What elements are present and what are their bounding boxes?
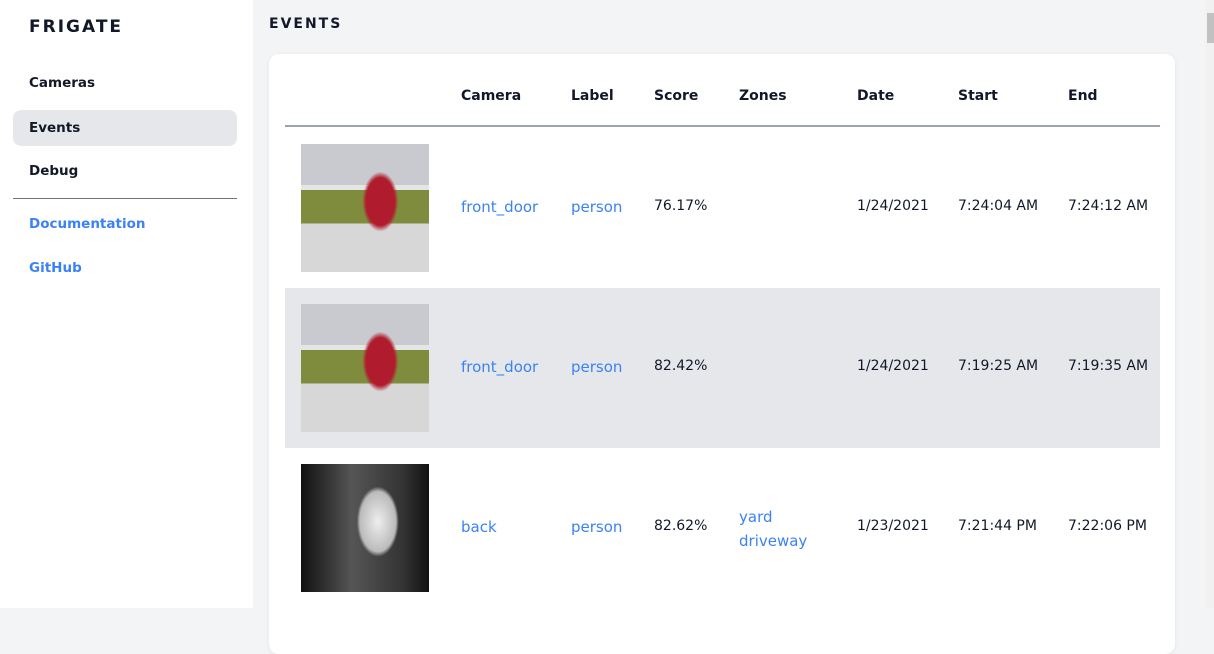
zone-link[interactable]: driveway — [739, 532, 808, 550]
zone-link[interactable]: yard — [739, 508, 773, 526]
end-cell: 7:19:35 AM — [1068, 358, 1149, 374]
sidebar-item-debug[interactable]: Debug — [29, 163, 79, 179]
header-end: End — [1068, 88, 1098, 104]
header-zones: Zones — [739, 88, 787, 104]
brand-logo: FRIGATE — [29, 17, 124, 37]
date-cell: 1/24/2021 — [857, 198, 929, 214]
page-title: EVENTS — [269, 16, 343, 32]
label-link[interactable]: person — [571, 518, 623, 536]
sidebar: FRIGATE Cameras Events Debug Documentati… — [0, 0, 253, 608]
camera-link[interactable]: front_door — [461, 358, 539, 376]
score-cell: 82.62% — [654, 518, 708, 534]
zones-cell: yard driveway — [739, 505, 807, 553]
end-cell: 7:22:06 PM — [1068, 518, 1147, 534]
event-thumbnail[interactable] — [301, 464, 429, 592]
date-cell: 1/23/2021 — [857, 518, 929, 534]
camera-link[interactable]: back — [461, 518, 497, 536]
start-cell: 7:24:04 AM — [958, 198, 1039, 214]
header-label: Label — [571, 88, 614, 104]
header-start: Start — [958, 88, 998, 104]
sidebar-item-cameras[interactable]: Cameras — [29, 75, 96, 91]
table-row[interactable]: front_door person 76.17% 1/24/2021 7:24:… — [285, 128, 1160, 288]
start-cell: 7:21:44 PM — [958, 518, 1037, 534]
scrollbar-thumb[interactable] — [1207, 13, 1214, 43]
table-row[interactable]: front_door person 82.42% 1/24/2021 7:19:… — [285, 288, 1160, 448]
event-thumbnail[interactable] — [301, 144, 429, 272]
header-camera: Camera — [461, 88, 522, 104]
header-score: Score — [654, 88, 699, 104]
date-cell: 1/24/2021 — [857, 358, 929, 374]
header-date: Date — [857, 88, 895, 104]
camera-link[interactable]: front_door — [461, 198, 539, 216]
table-header: Camera Label Score Zones Date Start End — [285, 54, 1160, 127]
start-cell: 7:19:25 AM — [958, 358, 1039, 374]
event-thumbnail[interactable] — [301, 304, 429, 432]
events-table: Camera Label Score Zones Date Start End … — [269, 54, 1175, 654]
sidebar-link-github[interactable]: GitHub — [29, 260, 82, 276]
label-link[interactable]: person — [571, 198, 623, 216]
label-link[interactable]: person — [571, 358, 623, 376]
sidebar-divider — [13, 198, 237, 199]
end-cell: 7:24:12 AM — [1068, 198, 1149, 214]
scrollbar[interactable] — [1206, 0, 1214, 608]
score-cell: 76.17% — [654, 198, 708, 214]
score-cell: 82.42% — [654, 358, 708, 374]
sidebar-item-events[interactable]: Events — [13, 110, 237, 146]
table-row[interactable]: back person 82.62% yard driveway 1/23/202… — [285, 448, 1160, 608]
sidebar-link-documentation[interactable]: Documentation — [29, 216, 146, 232]
